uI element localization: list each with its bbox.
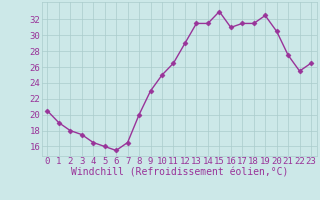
X-axis label: Windchill (Refroidissement éolien,°C): Windchill (Refroidissement éolien,°C) [70,168,288,178]
